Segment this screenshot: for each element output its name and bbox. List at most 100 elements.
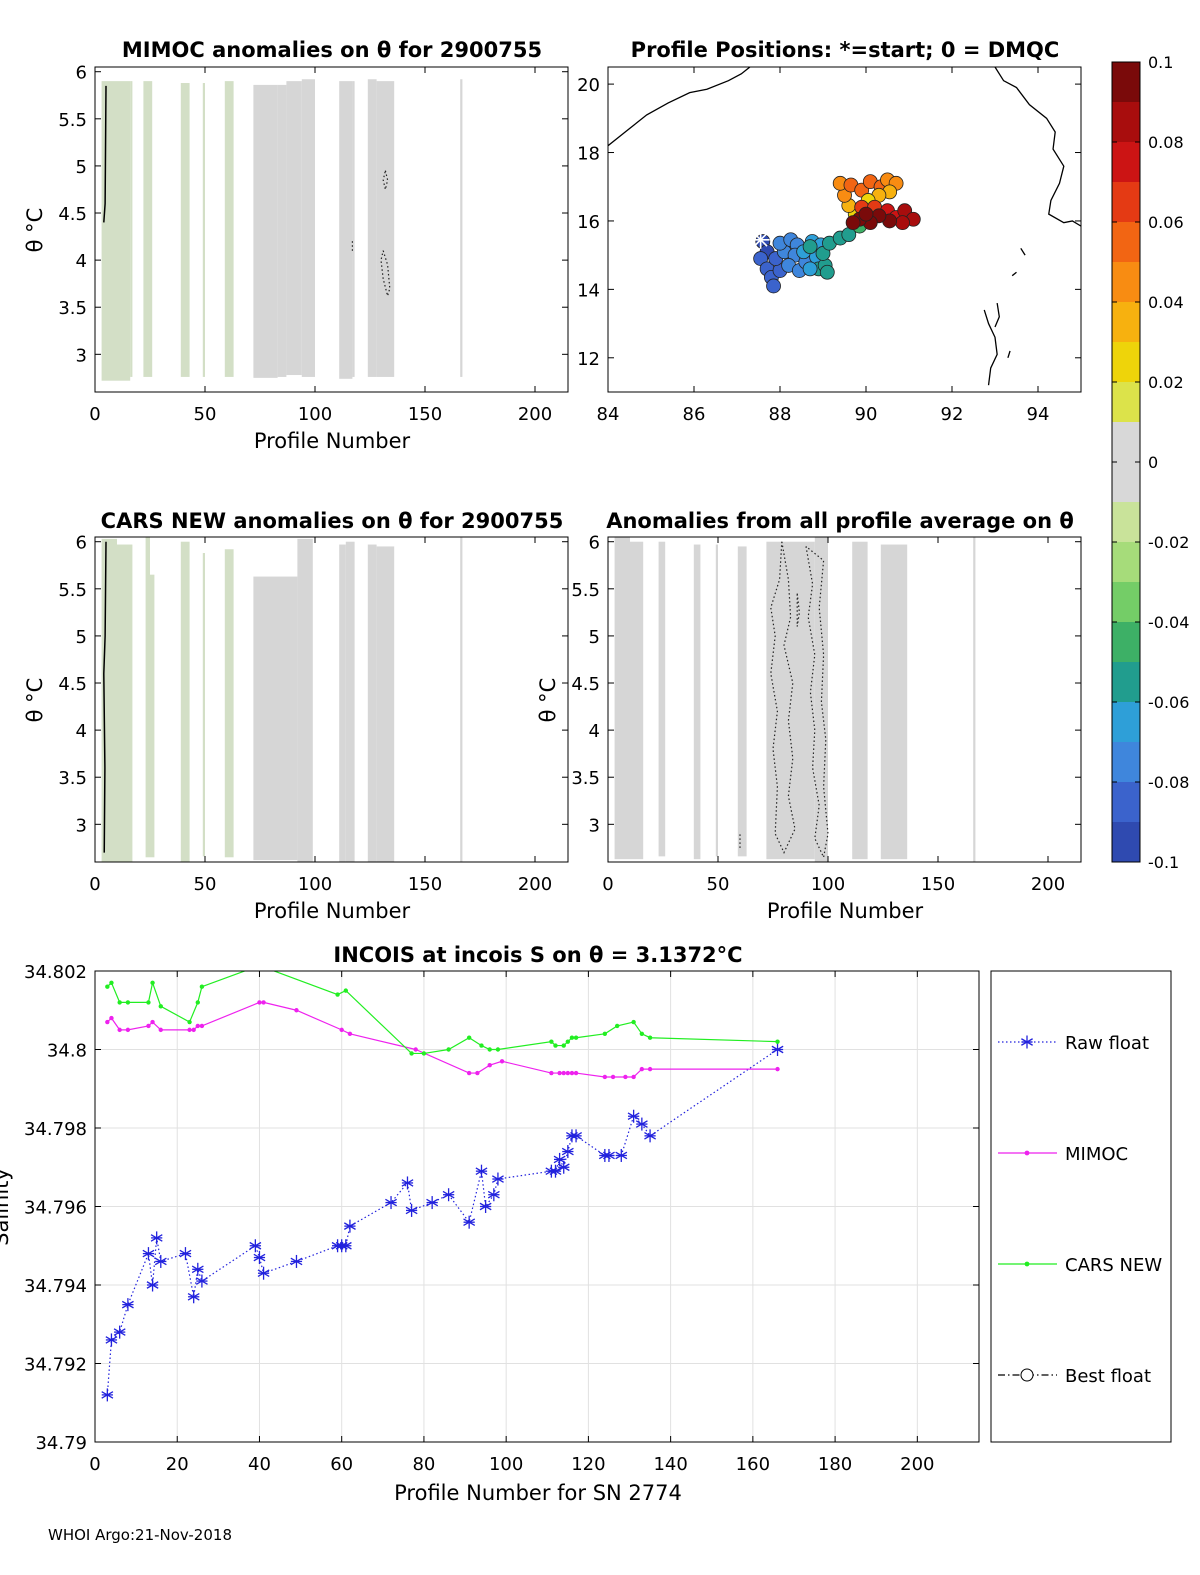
- colorbar-level: [1112, 822, 1140, 863]
- series-point: [257, 1000, 262, 1005]
- series-point: [631, 1019, 636, 1025]
- profile-position: [802, 239, 818, 255]
- all-profile-x-ticks: 0 50 100 150 200: [602, 537, 1065, 895]
- colorbar-tick-label: -0.06: [1148, 693, 1189, 712]
- mimoc-plot-frame: [94, 66, 569, 393]
- colorbar-level: [1112, 142, 1140, 183]
- salinity-y-label: Salinity: [0, 1168, 13, 1246]
- positions-x-ticks: 84 86 88 90 92 94: [597, 67, 1049, 425]
- y-tick-label: 4.5: [58, 674, 87, 695]
- solid-contour: [103, 541, 107, 853]
- profile-position: [858, 206, 874, 222]
- series-point: [631, 1074, 636, 1080]
- series-point: [421, 1051, 427, 1056]
- series-point: [105, 1019, 110, 1025]
- anomaly-strip: [180, 541, 190, 862]
- y-tick-label: 3.5: [58, 768, 87, 789]
- x-tick-label: 180: [818, 1454, 852, 1475]
- y-tick-label: 5.5: [571, 580, 600, 601]
- series-point: [125, 1000, 131, 1005]
- mimoc-contours: [103, 85, 391, 299]
- positions-y-ticks: 12 14 16 18 20: [577, 75, 1081, 370]
- mimoc-anomaly-strips: [101, 79, 463, 381]
- anomaly-strip: [460, 79, 463, 377]
- series-point: [561, 1070, 566, 1076]
- series-mimoc: [105, 1000, 780, 1080]
- x-tick-label: 200: [518, 874, 552, 895]
- y-tick-label: 6: [589, 533, 600, 554]
- series-point: [117, 1027, 122, 1033]
- dotted-contour: [770, 541, 796, 854]
- all-profile-x-label: Profile Number: [767, 899, 924, 923]
- anomaly-strip: [145, 537, 150, 858]
- y-tick-label: 20: [577, 75, 600, 96]
- series-point: [409, 1051, 414, 1056]
- series-point: [565, 1070, 571, 1076]
- coastline: [1007, 350, 1011, 358]
- series-point: [487, 1063, 492, 1068]
- colorbar-level: [1112, 782, 1140, 823]
- cars-y-label: θ °C: [23, 678, 47, 723]
- series-point: [569, 1070, 575, 1076]
- anomaly-strip: [693, 544, 701, 860]
- cars-plot-frame: [94, 536, 569, 863]
- series-point: [146, 1023, 151, 1029]
- colorbar-level: [1112, 182, 1140, 223]
- colorbar-level: [1112, 462, 1140, 503]
- cars-anomalies-panel: CARS NEW anomalies on θ for 2900755 0 50 1…: [23, 509, 569, 923]
- profile-position: [802, 261, 818, 277]
- all-profile-anomalies-panel: Anomalies from all profile average on θ …: [536, 509, 1082, 923]
- dotted-contour: [805, 545, 829, 860]
- x-tick-label: 90: [855, 404, 878, 425]
- y-tick-label: 34.794: [24, 1276, 87, 1297]
- series-point: [294, 1008, 299, 1013]
- colorbar-level: [1112, 302, 1140, 343]
- series-raw-float: [101, 1043, 784, 1402]
- colorbar-level: [1112, 222, 1140, 263]
- series-point: [413, 1047, 418, 1052]
- series-point: [495, 1047, 501, 1052]
- legend-entry: Best float: [998, 1366, 1151, 1387]
- anomaly-strip: [880, 544, 908, 860]
- colorbar-tick-label: 0.08: [1148, 133, 1184, 152]
- series-point: [150, 980, 155, 985]
- all-profile-y-label: θ °C: [536, 678, 560, 723]
- mimoc-y-ticks: 3 3.5 4 4.5 5 5.5 6: [58, 63, 568, 366]
- colorbar-level: [1112, 62, 1140, 103]
- series-point: [561, 1043, 566, 1048]
- colorbar-ticks: 0.1 0.08 0.06 0.04 0.02 0 -0.02 -0.04 -0.06 -0.08…: [1112, 53, 1189, 872]
- x-tick-label: 50: [707, 874, 730, 895]
- colorbar-tick-label: -0.04: [1148, 613, 1189, 632]
- anomaly-strip: [367, 544, 377, 862]
- series-point: [475, 1070, 480, 1076]
- y-tick-label: 34.79: [35, 1433, 87, 1454]
- all-profile-contours: [739, 541, 829, 860]
- anomaly-strip: [202, 553, 205, 857]
- incois-panel-title: INCOIS at incois S on θ = 3.1372°C: [333, 943, 742, 967]
- series-point: [105, 984, 110, 989]
- mimoc-panel-title: MIMOC anomalies on θ for 2900755: [122, 38, 542, 62]
- anomaly-strip: [339, 81, 353, 379]
- cars-x-ticks: 0 50 100 150 200: [89, 537, 552, 895]
- series-point: [195, 1023, 200, 1029]
- x-tick-label: 50: [194, 874, 217, 895]
- series-point: [347, 1031, 353, 1037]
- profile-position: [845, 215, 861, 231]
- series-point: [775, 1066, 780, 1072]
- cars-x-label: Profile Number: [254, 899, 411, 923]
- anomaly-strip: [339, 544, 346, 862]
- profile-positions-panel: Profile Positions: *=start; 0 = DMQC 84 8…: [577, 38, 1082, 425]
- x-tick-label: 50: [194, 404, 217, 425]
- colorbar-level: [1112, 742, 1140, 783]
- y-tick-label: 5.5: [58, 110, 87, 131]
- y-tick-label: 4: [76, 251, 87, 272]
- x-tick-label: 0: [89, 1454, 100, 1475]
- salinity-y-ticks: 34.79 34.792 34.794 34.796 34.798 34.8 34.802: [24, 962, 979, 1454]
- colorbar-tick-label: 0.1: [1148, 53, 1173, 72]
- anomaly-strip: [253, 576, 298, 861]
- anomaly-strip: [117, 544, 133, 862]
- colorbar-level: [1112, 662, 1140, 703]
- colorbar-tick-label: 0.06: [1148, 213, 1184, 232]
- anomaly-colorbar: 0.1 0.08 0.06 0.04 0.02 0 -0.02 -0.04 -0.06 -0.08…: [1111, 53, 1189, 872]
- y-tick-label: 4: [589, 721, 600, 742]
